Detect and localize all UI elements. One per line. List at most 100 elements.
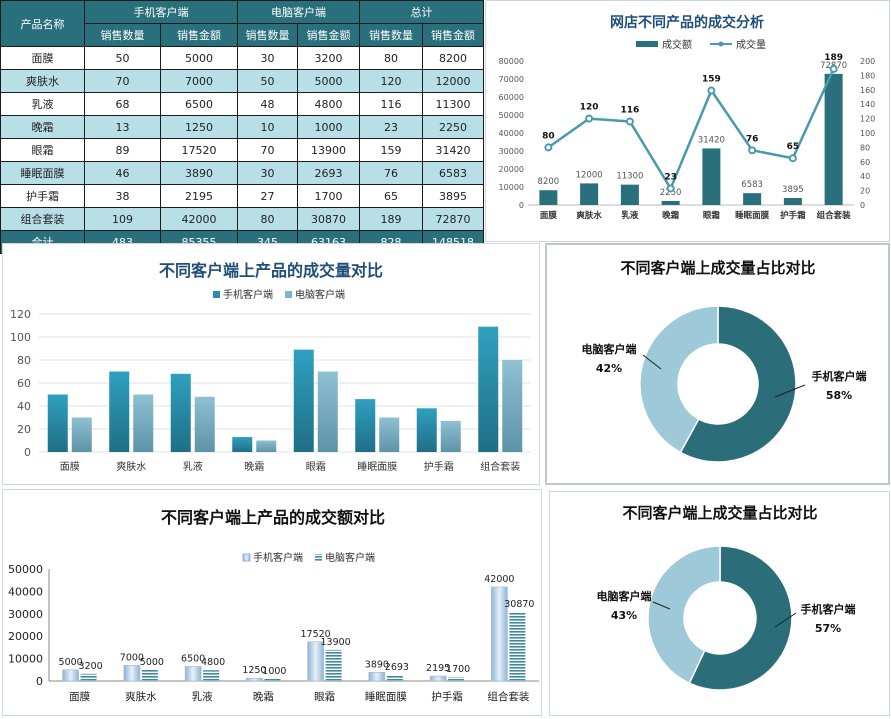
slice-label-name: 电脑客户端	[582, 342, 637, 356]
chart-title: 不同客户端上成交量占比对比	[620, 259, 815, 277]
bar-pc	[379, 417, 400, 452]
leader-line	[774, 612, 797, 628]
table-cell: 2250	[422, 115, 484, 139]
bar-mobile	[355, 399, 376, 452]
product-name-cell: 组合套装	[0, 207, 85, 231]
header-product-name: 产品名称	[0, 0, 85, 47]
legend-marker	[718, 41, 724, 47]
table-cell: 109	[84, 207, 161, 231]
y-tick-label-left: 80000	[499, 57, 524, 66]
product-name-cell: 面膜	[0, 46, 85, 70]
donut-slice	[679, 305, 797, 463]
header-group-pc: 电脑客户端	[237, 0, 360, 24]
x-tick-label: 睡眠面膜	[365, 690, 407, 703]
table-row: 眼霜 89 17520 70 13900 159 31420	[0, 138, 484, 162]
bar-mobile	[109, 371, 130, 452]
data-label-volume: 116	[620, 105, 639, 115]
donut-slice	[688, 545, 793, 691]
table-cell: 6500	[160, 92, 238, 116]
y-tick-label-right: 200	[860, 57, 875, 66]
table-row: 爽肤水 70 7000 50 5000 120 12000	[0, 69, 484, 93]
table-cell: 11300	[422, 92, 484, 116]
bar-pc	[194, 396, 215, 452]
bar-pc	[71, 417, 92, 452]
slice-label-percent: 58%	[826, 389, 852, 402]
table-cell: 50	[84, 46, 161, 70]
x-tick-label: 晚霜	[662, 210, 680, 221]
y-tick-label-left: 70000	[499, 75, 524, 84]
bar-mobile	[416, 408, 437, 452]
table-cell: 68	[84, 92, 161, 116]
slice-label-name: 手机客户端	[812, 369, 867, 383]
y-tick-label-right: 140	[860, 100, 875, 109]
subheader-cell: 销售金额	[297, 23, 360, 47]
table-cell: 3890	[160, 161, 238, 185]
data-label-amount: 11300	[616, 172, 643, 182]
table-cell: 10	[237, 115, 298, 139]
bar-pc	[133, 394, 154, 452]
table-cell: 1250	[160, 115, 238, 139]
subheader-cell: 销售数量	[237, 23, 298, 47]
x-tick-label: 乳液	[192, 690, 213, 703]
slice-label-percent: 57%	[815, 622, 841, 635]
legend-label: 成交量	[736, 38, 766, 51]
point-volume	[788, 154, 797, 163]
y-tick-label: 20000	[8, 630, 43, 643]
data-label-volume: 159	[702, 75, 721, 85]
chart-title: 网店不同产品的成交分析	[610, 14, 764, 31]
slice-label-name: 电脑客户端	[597, 589, 652, 603]
line-volume	[547, 68, 835, 192]
table-cell: 65	[359, 184, 423, 208]
x-tick-label: 睡眠面膜	[357, 460, 397, 473]
table-cell: 6583	[422, 161, 484, 185]
x-tick-label: 组合套装	[487, 690, 529, 703]
legend-swatch-mobile	[242, 553, 251, 562]
y-tick-label: 50000	[8, 563, 43, 576]
table-cell: 48	[237, 92, 298, 116]
bar-pc	[80, 673, 97, 681]
bar-pc	[141, 669, 158, 681]
x-tick-label: 乳液	[183, 460, 203, 473]
table-row: 晚霜 13 1250 10 1000 23 2250	[0, 115, 484, 139]
bar-amount	[743, 193, 762, 205]
y-tick-label: 30000	[8, 608, 43, 621]
header-group-total: 总计	[359, 0, 484, 24]
x-tick-label: 眼霜	[306, 461, 326, 473]
table-cell: 189	[359, 207, 423, 231]
legend-label: 手机客户端	[253, 551, 303, 564]
donut-slice	[639, 305, 719, 454]
data-label-pc: 1700	[446, 664, 470, 675]
data-label-pc: 4800	[201, 657, 225, 668]
y-tick-label: 10000	[8, 653, 43, 666]
table-row: 睡眠面膜 46 3890 30 2693 76 6583	[0, 161, 484, 185]
point-volume	[544, 143, 553, 152]
table-cell: 12000	[422, 69, 484, 93]
bar-mobile	[368, 671, 386, 682]
y-tick-label-right: 60	[860, 158, 870, 167]
x-tick-label: 面膜	[60, 461, 80, 473]
donut-slice	[647, 545, 721, 685]
bar-pc	[264, 678, 281, 681]
data-label-mobile: 6500	[181, 653, 205, 664]
bar-pc	[440, 420, 461, 452]
table-cell: 8200	[422, 46, 484, 70]
table-cell: 89	[84, 138, 161, 162]
combo-chart-panel: 网店不同产品的成交分析 成交额 成交量 0 10000 20000 30000 40000 50…	[485, 0, 890, 242]
x-tick-label: 晚霜	[253, 691, 274, 703]
data-label-mobile: 5000	[59, 657, 83, 668]
table-cell: 120	[359, 69, 423, 93]
legend-swatch-mobile	[213, 291, 220, 298]
subheader-cell: 销售数量	[84, 23, 161, 47]
data-label-volume: 120	[580, 103, 599, 113]
data-label-mobile: 1250	[242, 665, 266, 676]
table-cell: 80	[237, 207, 298, 231]
data-label-pc: 13900	[321, 637, 351, 648]
x-tick-label: 睡眠面膜	[735, 210, 770, 221]
data-label-pc: 3200	[79, 661, 103, 672]
x-tick-label: 护手霜	[424, 460, 454, 473]
x-tick-label: 爽肤水	[125, 690, 157, 703]
sales-table: 产品名称 手机客户端 电脑客户端 总计 销售数量 销售金额 销售数量 销售金额 …	[0, 0, 484, 254]
y-tick-label-left: 40000	[499, 129, 524, 138]
table-cell: 70	[237, 138, 298, 162]
